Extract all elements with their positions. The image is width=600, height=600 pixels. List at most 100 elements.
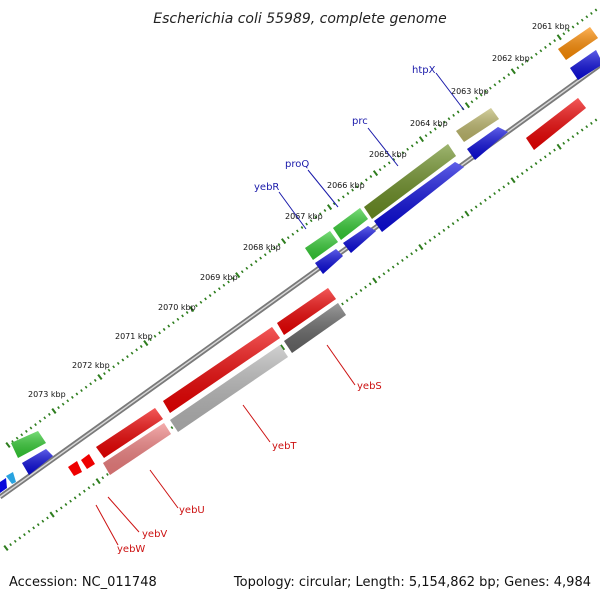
minor-tick: [590, 121, 593, 125]
minor-tick: [383, 164, 387, 168]
major-tick: [3, 544, 9, 552]
minor-tick: [323, 209, 327, 212]
major-tick: [372, 277, 378, 284]
minor-tick: [493, 192, 496, 196]
gene-block[interactable]: [315, 249, 343, 274]
minor-tick: [245, 266, 249, 270]
minor-tick: [401, 258, 404, 262]
minor-tick: [488, 86, 492, 90]
gene-block[interactable]: [277, 288, 336, 335]
minor-tick: [447, 225, 450, 229]
minor-tick: [447, 117, 451, 121]
gene-block[interactable]: [96, 408, 163, 458]
gene-block-yebu[interactable]: [103, 423, 171, 475]
gene-block-yebs[interactable]: [284, 303, 346, 353]
gene-label-proq[interactable]: proQ: [285, 159, 309, 170]
minor-tick: [544, 45, 547, 49]
gene-label-yebw[interactable]: yebW: [117, 544, 145, 555]
major-tick: [464, 210, 470, 217]
minor-tick: [539, 158, 543, 162]
kbp-label: 2072 kbp: [72, 361, 110, 370]
major-tick: [235, 272, 241, 279]
major-tick: [279, 344, 286, 351]
minor-tick: [350, 295, 354, 299]
minor-tick: [231, 277, 235, 280]
minor-tick: [204, 297, 207, 301]
major-tick: [418, 136, 425, 143]
gene-block-proq[interactable]: [333, 208, 368, 240]
major-tick: [189, 306, 195, 313]
gene-block-prc[interactable]: [364, 144, 456, 219]
gene-block[interactable]: [456, 108, 499, 142]
minor-tick: [594, 118, 598, 122]
minor-tick: [181, 314, 184, 318]
gene-label-yebs[interactable]: yebS: [357, 381, 382, 392]
minor-tick: [460, 215, 464, 219]
gene-block-yebr[interactable]: [305, 231, 338, 260]
minor-tick: [309, 219, 313, 223]
minor-tick: [483, 198, 487, 202]
gene-block-yebt[interactable]: [170, 345, 288, 432]
minor-tick: [369, 175, 373, 178]
gene-block[interactable]: [0, 478, 7, 493]
gene-block[interactable]: [558, 27, 598, 60]
minor-tick: [470, 208, 473, 212]
gene-block[interactable]: [343, 226, 376, 253]
minor-tick: [82, 489, 86, 493]
minor-tick: [66, 399, 70, 403]
gene-block[interactable]: [68, 461, 82, 476]
minor-tick: [194, 304, 198, 308]
minor-tick: [217, 287, 221, 291]
minor-tick: [516, 66, 520, 70]
major-tick: [49, 511, 55, 518]
gene-block[interactable]: [163, 327, 280, 413]
minor-tick: [80, 389, 83, 393]
minor-tick: [590, 11, 593, 15]
minor-tick: [268, 249, 272, 253]
gene-block[interactable]: [526, 98, 586, 150]
gene-label-prc[interactable]: prc: [352, 116, 368, 127]
minor-tick: [377, 275, 381, 279]
minor-tick: [507, 73, 511, 77]
gene-label-yebt[interactable]: yebT: [272, 441, 297, 452]
minor-tick: [64, 503, 68, 506]
minor-tick: [442, 228, 446, 232]
gene-block[interactable]: [81, 454, 95, 469]
minor-tick: [291, 232, 295, 236]
minor-tick: [410, 252, 414, 256]
minor-tick: [351, 188, 354, 192]
minor-tick: [84, 385, 88, 389]
gene-label-yebv[interactable]: yebV: [142, 529, 167, 540]
minor-tick: [562, 141, 566, 145]
minor-tick: [437, 232, 441, 236]
gene-block[interactable]: [467, 127, 508, 160]
minor-tick: [337, 198, 341, 202]
gene-label-yebu[interactable]: yebU: [179, 505, 205, 516]
gene-block[interactable]: [374, 162, 464, 232]
gene-label-yebr[interactable]: yebR: [254, 182, 279, 193]
minor-tick: [78, 493, 82, 496]
minor-tick: [73, 496, 77, 500]
minor-tick: [360, 181, 364, 185]
minor-tick: [36, 523, 40, 527]
gene-block[interactable]: [11, 431, 46, 458]
minor-tick: [391, 265, 395, 269]
minor-tick: [318, 212, 322, 216]
gene-block[interactable]: [570, 50, 600, 80]
reverse-leader-lines: [95, 344, 356, 546]
reverse-strand-genes: [68, 98, 586, 476]
minor-tick: [23, 533, 26, 537]
kbp-label: 2064 kbp: [410, 119, 448, 128]
minor-tick: [580, 18, 584, 22]
gene-block[interactable]: [22, 449, 53, 475]
minor-tick: [493, 83, 497, 87]
minor-tick: [443, 120, 446, 124]
minor-tick: [130, 351, 134, 355]
gene-block[interactable]: [6, 472, 16, 484]
minor-tick: [13, 539, 17, 543]
gene-label-htpx[interactable]: htpX: [412, 65, 436, 76]
minor-tick: [92, 483, 95, 486]
minor-tick: [521, 62, 524, 66]
minor-tick: [566, 138, 570, 142]
